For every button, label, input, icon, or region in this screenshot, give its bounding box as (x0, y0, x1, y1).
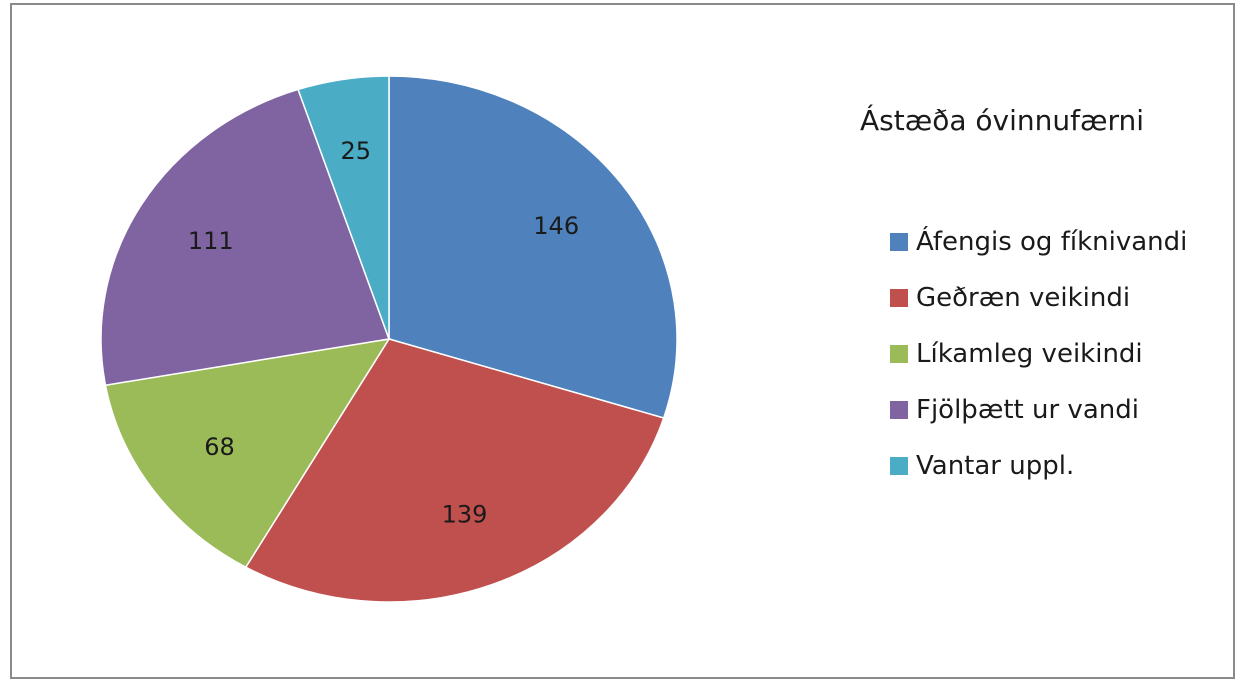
legend-label: Vantar uppl. (916, 451, 1075, 481)
legend-item: Fjölþætt ur vandi (890, 382, 1187, 438)
legend-swatch (890, 457, 908, 475)
legend-swatch (890, 233, 908, 251)
legend-label: Líkamleg veikindi (916, 339, 1143, 369)
legend-item: Líkamleg veikindi (890, 326, 1187, 382)
pie-slices (100, 75, 678, 603)
legend-swatch (890, 345, 908, 363)
legend-swatch (890, 401, 908, 419)
legend-swatch (890, 289, 908, 307)
slice-gedraen (244, 338, 665, 603)
data-label: 25 (341, 137, 372, 165)
legend-item: Vantar uppl. (890, 438, 1187, 494)
data-label: 139 (442, 500, 488, 528)
legend-label: Áfengis og fíknivandi (916, 227, 1188, 257)
data-label: 68 (204, 433, 235, 461)
legend-item: Geðræn veikindi (890, 270, 1187, 326)
data-label: 111 (188, 227, 234, 255)
legend-item: Áfengis og fíknivandi (890, 214, 1187, 270)
slice-afengis (388, 75, 678, 419)
pie-data-labels: 146 139 68 111 25 (188, 137, 579, 528)
data-label: 146 (533, 212, 579, 240)
slice-likamleg (104, 337, 391, 569)
legend-title: Ástæða óvinnufærni (860, 104, 1145, 137)
legend-label: Geðræn veikindi (916, 283, 1131, 313)
slice-vantar (297, 75, 390, 340)
legend: Áfengis og fíknivandi Geðræn veikindi Lí… (890, 214, 1187, 494)
legend-label: Fjölþætt ur vandi (916, 395, 1139, 425)
slice-fjolthaett (100, 88, 391, 387)
